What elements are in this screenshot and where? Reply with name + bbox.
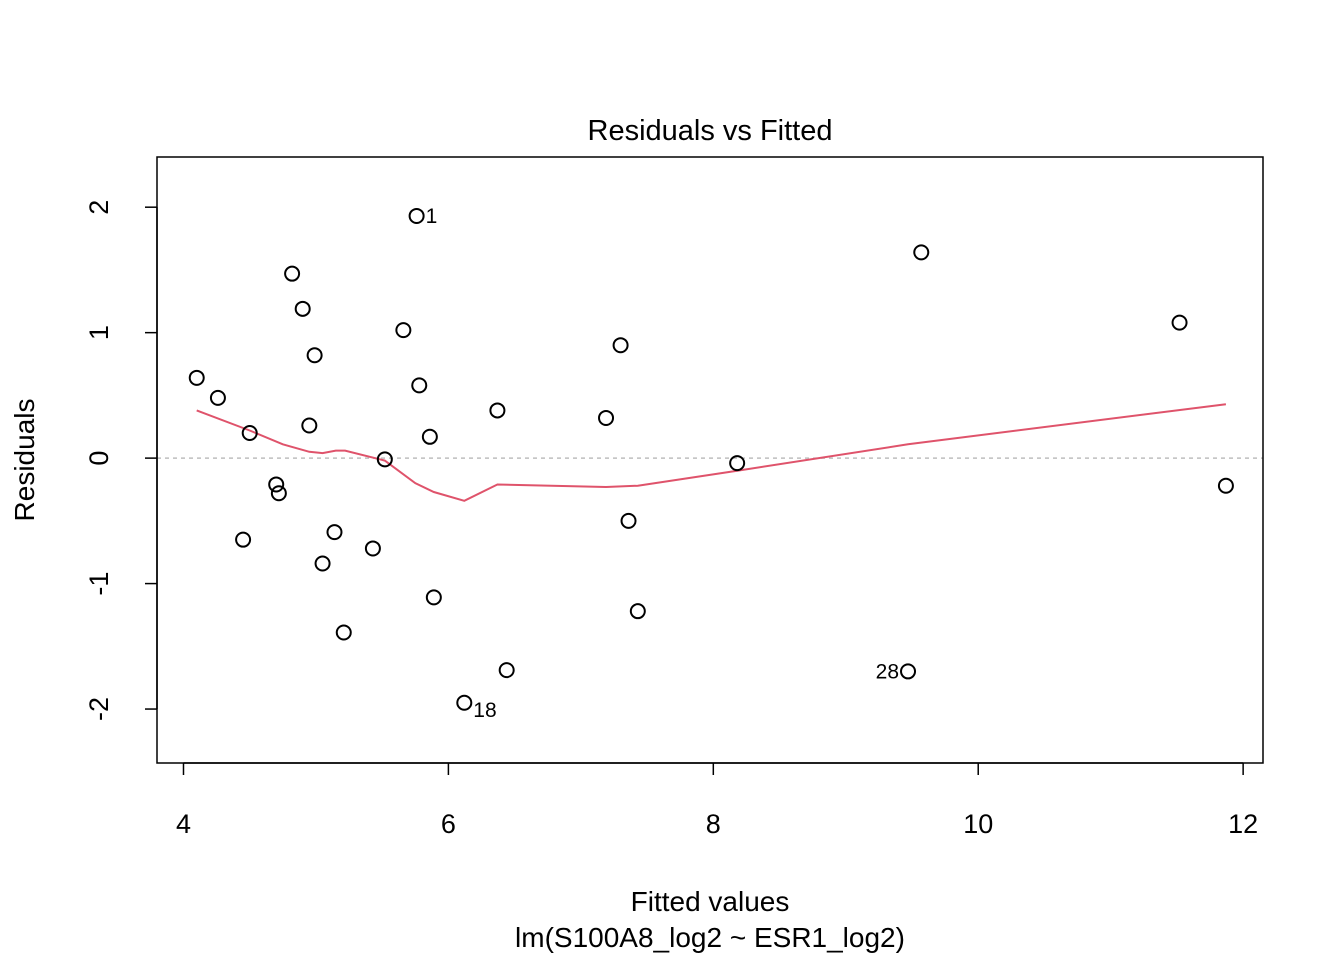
data-point	[395, 322, 412, 339]
data-point	[425, 589, 442, 606]
data-point	[498, 662, 515, 679]
y-tick-label: 0	[84, 451, 114, 466]
x-tick-label: 6	[441, 809, 456, 839]
data-point	[335, 624, 352, 641]
y-axis-label: Residuals	[9, 399, 40, 522]
point-label: 18	[473, 699, 496, 722]
plot-area: 1 18 28	[157, 205, 1263, 722]
x-axis: 4 6 8 10 12	[176, 762, 1258, 839]
smooth-trend-line	[196, 403, 1227, 502]
data-point	[900, 663, 917, 680]
y-axis: -2 -1 0 1 2	[84, 200, 158, 721]
data-point	[270, 485, 287, 502]
data-point	[241, 425, 258, 442]
data-point	[314, 555, 331, 572]
data-point	[294, 300, 311, 317]
data-point	[376, 451, 393, 468]
y-tick-label: 1	[84, 325, 114, 340]
data-point	[489, 402, 506, 419]
data-point	[326, 524, 343, 541]
data-point	[598, 409, 615, 426]
chart-title: Residuals vs Fitted	[588, 115, 833, 147]
plot-frame	[156, 156, 1264, 764]
data-point	[235, 531, 252, 548]
point-label: 28	[876, 660, 899, 683]
data-point	[411, 377, 428, 394]
x-axis-label: Fitted values	[631, 886, 790, 917]
x-tick-label: 12	[1228, 809, 1258, 839]
data-point	[913, 244, 930, 261]
model-formula-subtitle: lm(S100A8_log2 ~ ESR1_log2)	[515, 922, 905, 953]
data-point	[306, 347, 323, 364]
x-tick-label: 8	[706, 809, 721, 839]
data-point	[421, 428, 438, 445]
data-point	[209, 389, 226, 406]
data-point	[1217, 477, 1234, 494]
point-label: 1	[426, 205, 438, 228]
data-point	[612, 337, 629, 354]
data-point	[301, 417, 318, 434]
x-tick-label: 10	[963, 809, 993, 839]
data-point	[408, 207, 425, 224]
data-point	[268, 476, 285, 493]
data-point	[729, 455, 746, 472]
y-tick-label: -1	[84, 572, 114, 596]
x-tick-label: 4	[176, 809, 191, 839]
y-tick-label: 2	[84, 200, 114, 215]
data-point	[629, 603, 646, 620]
y-tick-label: -2	[84, 697, 114, 721]
data-point	[1171, 314, 1188, 331]
data-point	[188, 369, 205, 386]
data-point	[284, 265, 301, 282]
data-point	[364, 540, 381, 557]
data-point	[456, 694, 473, 711]
data-point	[620, 512, 637, 529]
